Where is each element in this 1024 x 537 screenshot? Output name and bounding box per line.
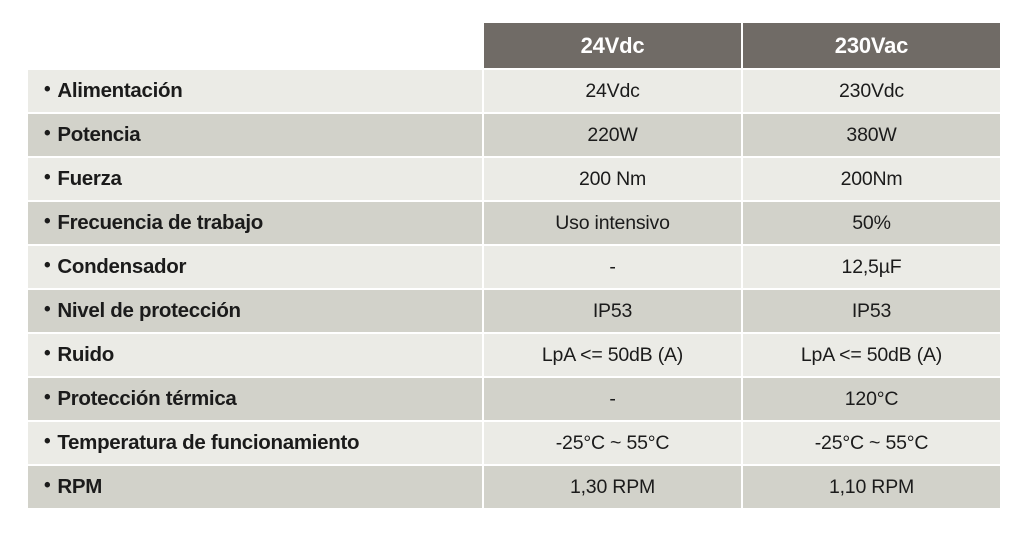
table-row: • Fuerza 200 Nm 200Nm: [28, 158, 1000, 200]
row-value-cell-v24: 200 Nm: [484, 158, 741, 200]
bullet-icon: •: [44, 387, 51, 408]
bullet-icon: •: [44, 123, 51, 144]
header-cell-230vac: 230Vac: [743, 23, 1000, 68]
row-value-cell-v24: 24Vdc: [484, 70, 741, 112]
header-cell-24vdc: 24Vdc: [484, 23, 741, 68]
table-row: • Protección térmica -120°C: [28, 378, 1000, 420]
table-row: • RPM 1,30 RPM 1,10 RPM: [28, 466, 1000, 508]
table-row: • Nivel de protección IP53 IP53: [28, 290, 1000, 332]
row-value-cell-v24: Uso intensivo: [484, 202, 741, 244]
row-label-text: Fuerza: [57, 167, 122, 190]
bullet-icon: •: [44, 431, 51, 452]
table-header-row: 24Vdc 230Vac: [28, 23, 1000, 68]
row-label-text: Frecuencia de trabajo: [57, 211, 263, 234]
bullet-icon: •: [44, 475, 51, 496]
table-row: • Temperatura de funcionamiento -25°C ~ 55…: [28, 422, 1000, 464]
row-value-cell-v24: -: [484, 246, 741, 288]
row-label-text: Condensador: [57, 255, 187, 278]
table-row: • Alimentación 24Vdc 230Vdc: [28, 70, 1000, 112]
row-label-cell: • Protección térmica: [28, 378, 482, 420]
bullet-icon: •: [44, 299, 51, 320]
row-label-text: Ruido: [57, 343, 114, 366]
row-value-cell-v24: IP53: [484, 290, 741, 332]
row-value-cell-v24: LpA <= 50dB (A): [484, 334, 741, 376]
row-value-cell-v24: -25°C ~ 55°C: [484, 422, 741, 464]
row-label-cell: • Potencia: [28, 114, 482, 156]
row-label-cell: • Alimentación: [28, 70, 482, 112]
bullet-icon: •: [44, 79, 51, 100]
row-label-cell: • RPM: [28, 466, 482, 508]
row-value-cell-v230: 120°C: [743, 378, 1000, 420]
bullet-icon: •: [44, 211, 51, 232]
row-value-cell-v24: 1,30 RPM: [484, 466, 741, 508]
table-row: • Frecuencia de trabajo Uso intensivo 50%: [28, 202, 1000, 244]
table-body: • Alimentación 24Vdc 230Vdc • Potencia 220W 380…: [28, 70, 1000, 508]
specifications-table: 24Vdc 230Vac • Alimentación 24Vdc 230Vdc • Po…: [26, 21, 1002, 510]
table-header: 24Vdc 230Vac: [28, 23, 1000, 68]
row-value-cell-v24: 220W: [484, 114, 741, 156]
row-value-cell-v230: 230Vdc: [743, 70, 1000, 112]
row-label-cell: • Frecuencia de trabajo: [28, 202, 482, 244]
row-label-cell: • Condensador: [28, 246, 482, 288]
row-label-text: Nivel de protección: [57, 299, 241, 322]
table-row: • Potencia 220W 380W: [28, 114, 1000, 156]
bullet-icon: •: [44, 255, 51, 276]
bullet-icon: •: [44, 343, 51, 364]
bullet-icon: •: [44, 167, 51, 188]
row-value-cell-v230: LpA <= 50dB (A): [743, 334, 1000, 376]
row-value-cell-v230: 50%: [743, 202, 1000, 244]
row-value-cell-v230: 200Nm: [743, 158, 1000, 200]
row-label-text: Temperatura de funcionamiento: [57, 431, 360, 454]
row-value-cell-v230: IP53: [743, 290, 1000, 332]
row-value-cell-v230: 1,10 RPM: [743, 466, 1000, 508]
row-value-cell-v230: -25°C ~ 55°C: [743, 422, 1000, 464]
row-label-cell: • Temperatura de funcionamiento: [28, 422, 482, 464]
row-label-text: Potencia: [57, 123, 141, 146]
row-label-cell: • Nivel de protección: [28, 290, 482, 332]
row-label-text: Alimentación: [57, 79, 183, 102]
header-cell-label-spacer: [28, 23, 482, 68]
row-label-text: RPM: [57, 475, 103, 498]
table-row: • Condensador -12,5µF: [28, 246, 1000, 288]
row-label-text: Protección térmica: [57, 387, 237, 410]
row-value-cell-v230: 380W: [743, 114, 1000, 156]
row-label-cell: • Ruido: [28, 334, 482, 376]
row-value-cell-v24: -: [484, 378, 741, 420]
table-row: • Ruido LpA <= 50dB (A) LpA <= 50dB (A): [28, 334, 1000, 376]
row-value-cell-v230: 12,5µF: [743, 246, 1000, 288]
row-label-cell: • Fuerza: [28, 158, 482, 200]
